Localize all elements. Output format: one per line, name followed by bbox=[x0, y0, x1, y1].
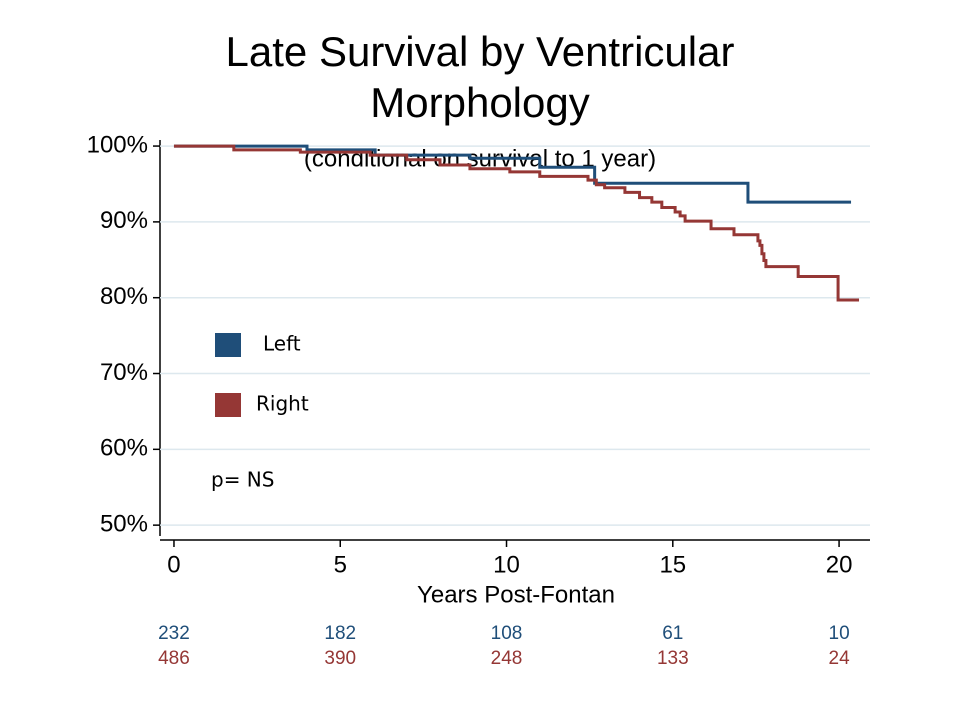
survival-line bbox=[173, 144, 852, 204]
x-axis-label: Years Post-Fontan bbox=[417, 581, 615, 608]
at-risk-count: 390 bbox=[324, 648, 356, 669]
annotation: p= NS bbox=[211, 468, 274, 492]
at-risk-count: 10 bbox=[829, 623, 850, 644]
y-tick-label: 90% bbox=[100, 207, 148, 234]
at-risk-count: 232 bbox=[158, 623, 190, 644]
at-risk-count: 108 bbox=[491, 623, 523, 644]
legend-swatch bbox=[215, 393, 241, 417]
x-tick-label: 15 bbox=[659, 551, 686, 578]
legend-label: Right bbox=[256, 392, 309, 416]
y-tick-label: 60% bbox=[100, 435, 148, 462]
at-risk-count: 24 bbox=[829, 648, 851, 669]
at-risk-count: 133 bbox=[657, 648, 689, 669]
legend-label: Left bbox=[263, 332, 301, 356]
y-tick-label: 80% bbox=[100, 283, 148, 310]
legend-swatch bbox=[215, 333, 241, 357]
y-tick-label: 50% bbox=[100, 510, 148, 537]
at-risk-count: 486 bbox=[158, 648, 190, 669]
chart-title: Late Survival by Ventricular bbox=[226, 28, 735, 75]
at-risk-count: 182 bbox=[324, 623, 356, 644]
at-risk-count: 248 bbox=[491, 648, 523, 669]
survival-line bbox=[173, 144, 860, 302]
x-tick-label: 0 bbox=[167, 551, 180, 578]
y-tick-label: 70% bbox=[100, 359, 148, 386]
chart-title: Morphology bbox=[370, 79, 589, 126]
x-tick-label: 5 bbox=[334, 551, 347, 578]
y-tick-label: 100% bbox=[87, 131, 148, 158]
x-tick-label: 10 bbox=[493, 551, 520, 578]
at-risk-count: 61 bbox=[662, 623, 683, 644]
x-tick-label: 20 bbox=[826, 551, 853, 578]
